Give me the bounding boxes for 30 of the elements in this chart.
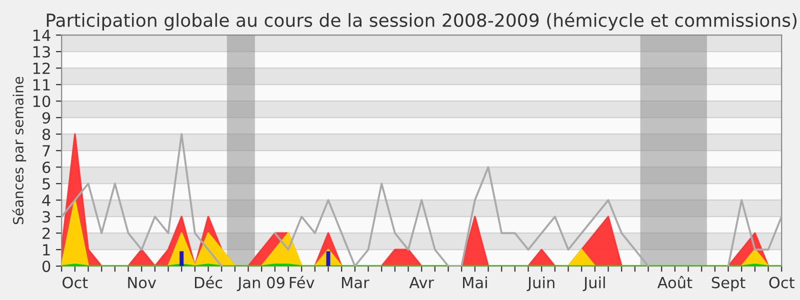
y-tick-label: 12 <box>33 62 50 74</box>
y-axis-title: Séances par semaine <box>12 76 26 224</box>
x-tick-label: Oct <box>769 276 794 288</box>
x-tick-label: Jan 09 <box>236 276 284 292</box>
x-tick-label: Août <box>657 276 692 288</box>
y-tick-label: 1 <box>43 244 50 256</box>
x-tick-label: Avr <box>409 276 434 288</box>
x-tick-label: Juin <box>526 276 554 292</box>
x-tick-label: Mar <box>342 276 370 288</box>
y-tick-label: 0 <box>42 260 50 272</box>
y-tick-label: 8 <box>42 128 50 140</box>
x-tick-label: Nov <box>128 276 156 288</box>
chart-title: Participation globale au cours de la session 2008-2009 (hémicycle et commissions) <box>46 12 797 31</box>
x-tick-label: Juil <box>582 276 605 292</box>
y-tick-label: 7 <box>42 145 50 156</box>
y-tick-label: 4 <box>42 194 50 206</box>
y-tick-label: 10 <box>33 96 50 108</box>
y-tick-label: 11 <box>33 79 50 90</box>
y-tick-label: 14 <box>33 30 50 41</box>
y-tick-label: 9 <box>42 112 50 124</box>
y-tick-label: 2 <box>42 228 50 239</box>
x-tick-label: Déc <box>194 276 222 288</box>
x-tick-label: Mai <box>463 276 487 288</box>
y-tick-label: 3 <box>42 211 50 223</box>
x-tick-label: Sept <box>712 276 746 292</box>
x-tick-label: Oct <box>62 276 88 288</box>
y-tick-label: 6 <box>42 162 50 174</box>
x-tick-label: Fév <box>290 276 314 288</box>
y-tick-label: 5 <box>42 178 50 190</box>
y-tick-label: 13 <box>33 46 50 58</box>
